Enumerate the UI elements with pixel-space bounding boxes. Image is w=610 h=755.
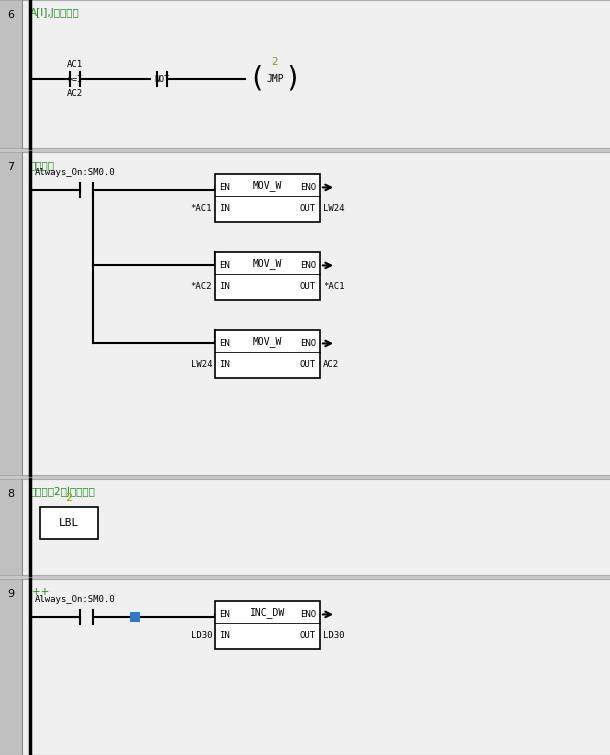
Text: OUT: OUT <box>300 204 316 213</box>
Text: LW24: LW24 <box>190 360 212 369</box>
Text: J++: J++ <box>30 587 50 597</box>
Text: 2: 2 <box>271 57 278 67</box>
Bar <box>215 601 320 649</box>
Text: *AC1: *AC1 <box>323 282 345 291</box>
Text: 8: 8 <box>7 489 15 499</box>
Text: EN: EN <box>219 610 230 619</box>
Bar <box>130 612 140 622</box>
Text: 程序跳转2对J进行判断: 程序跳转2对J进行判断 <box>30 487 96 497</box>
Text: JMP: JMP <box>266 74 284 84</box>
Text: ENO: ENO <box>300 339 316 348</box>
Bar <box>0 479 22 575</box>
Text: MOV_W: MOV_W <box>253 180 282 191</box>
Text: LBL: LBL <box>59 518 79 528</box>
Text: ): ) <box>285 65 301 93</box>
Text: OUT: OUT <box>300 282 316 291</box>
Text: OUT: OUT <box>300 360 316 369</box>
Text: OUT: OUT <box>300 631 316 640</box>
Text: ENO: ENO <box>300 261 316 270</box>
Text: AC2: AC2 <box>67 89 83 98</box>
Text: 9: 9 <box>7 589 15 599</box>
Bar <box>215 174 320 222</box>
Text: *AC1: *AC1 <box>190 204 212 213</box>
Text: EN: EN <box>219 261 230 270</box>
Text: MOV_W: MOV_W <box>253 336 282 347</box>
Bar <box>0 0 22 148</box>
Bar <box>0 579 22 755</box>
Text: LD30: LD30 <box>323 631 345 640</box>
Text: Always_On:SM0.0: Always_On:SM0.0 <box>35 595 116 604</box>
Text: >=I: >=I <box>68 75 82 84</box>
Text: LD30: LD30 <box>190 631 212 640</box>
Text: MOV_W: MOV_W <box>253 258 282 269</box>
Text: INC_DW: INC_DW <box>250 607 285 618</box>
Text: Always_On:SM0.0: Always_On:SM0.0 <box>35 168 116 177</box>
Bar <box>22 152 610 475</box>
Text: IN: IN <box>219 204 230 213</box>
Text: AC2: AC2 <box>323 360 339 369</box>
Text: IN: IN <box>219 282 230 291</box>
Bar <box>40 507 98 539</box>
Text: EN: EN <box>219 339 230 348</box>
Bar <box>0 152 22 475</box>
Text: LW24: LW24 <box>323 204 345 213</box>
Text: 6: 6 <box>7 10 15 20</box>
Bar <box>22 0 610 148</box>
Text: IN: IN <box>219 631 230 640</box>
Text: AC1: AC1 <box>67 60 83 69</box>
Bar <box>215 252 320 300</box>
Text: 7: 7 <box>7 162 15 172</box>
Bar <box>215 330 320 378</box>
Text: *AC2: *AC2 <box>190 282 212 291</box>
Text: ENO: ENO <box>300 183 316 192</box>
Text: A[I],J进行交换: A[I],J进行交换 <box>30 8 80 18</box>
Text: NOT: NOT <box>154 75 170 84</box>
Bar <box>22 479 610 575</box>
Text: 输入注释: 输入注释 <box>30 160 55 170</box>
Text: EN: EN <box>219 183 230 192</box>
Text: IN: IN <box>219 360 230 369</box>
Text: 2: 2 <box>65 493 73 503</box>
Bar <box>22 579 610 755</box>
Text: ENO: ENO <box>300 610 316 619</box>
Text: (: ( <box>249 65 265 93</box>
